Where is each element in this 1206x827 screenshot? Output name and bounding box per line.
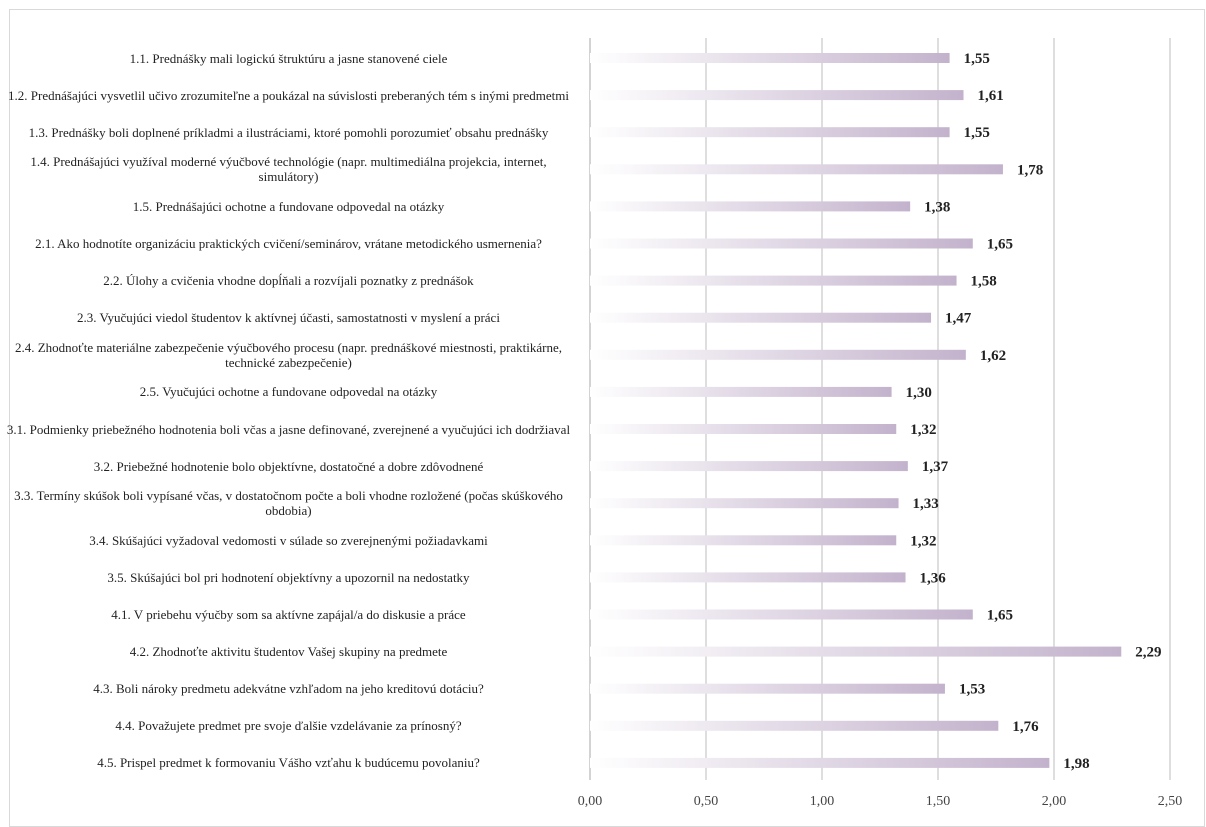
category-label: 2.1. Ako hodnotíte organizáciu praktický… [35,236,542,251]
bar [590,201,911,212]
data-label: 1,55 [964,51,990,67]
data-label: 1,61 [978,88,1004,104]
gridlines [589,38,1171,780]
x-tick-label: 0,50 [694,794,719,809]
bar [590,90,964,101]
category-label: 2.3. Vyučujúci viedol študentov k aktívn… [77,310,500,326]
category-label: 4.5. Prispel predmet k formovaniu Vášho … [97,755,480,771]
data-label: 1,37 [922,459,949,475]
bar [590,720,999,731]
data-label: 1,55 [964,125,990,141]
bar [590,53,950,63]
data-label: 2,29 [1135,645,1161,661]
bar [590,609,973,620]
bar [590,386,892,397]
x-tick-label: 0,00 [578,794,603,809]
category-label: 3.1. Podmienky priebežného hodnotenia bo… [6,421,571,437]
bar [590,461,908,472]
data-label: 1,58 [971,274,997,290]
bar [590,498,899,509]
category-label: 4.1. V priebehu výučby som sa aktívne za… [111,607,466,622]
data-label: 1,76 [1012,719,1039,735]
category-label: 3.3. Termíny skúšok boli vypísané včas, … [14,488,563,519]
category-label: 3.2. Priebežné hodnotenie bolo objektívn… [93,458,484,474]
category-label: 4.2. Zhodnoťte aktivitu študentov Vašej … [129,644,448,660]
data-label: 1,62 [980,348,1006,364]
data-label: 1,33 [913,496,939,512]
x-tick-label: 1,50 [926,794,951,809]
bar [590,127,950,138]
category-label: 2.5. Vyučujúci ochotne a fundovane odpov… [139,384,438,400]
category-label: 4.4. Považujete predmet pre svoje ďalšie… [115,718,462,734]
data-label: 1,65 [987,608,1013,624]
bar [590,535,897,546]
data-label: 1,32 [910,533,936,549]
bar [590,757,1050,768]
category-label: 2.4. Zhodnoťte materiálne zabezpečenie v… [14,339,563,370]
category-label: 1.3. Prednášky boli doplnené príkladmi a… [28,124,549,140]
category-label: 1.1. Prednášky mali logickú štruktúru a … [129,50,448,66]
data-label: 1,53 [959,682,985,698]
category-label: 1.5. Prednášajúci ochotne a fundovane od… [132,198,445,214]
bar [590,349,966,360]
bar [590,275,957,286]
x-tick-label: 2,50 [1158,794,1183,809]
data-label: 1,38 [924,199,950,215]
bar [590,572,906,583]
data-label: 1,36 [920,570,947,586]
x-axis-ticks: 0,00 0,50 1,00 1,50 2,00 2,50 [578,794,1183,809]
category-label: 4.3. Boli nároky predmetu adekvátne vzhľ… [93,681,484,697]
category-label: 1.2. Prednášajúci vysvetlil učivo zrozum… [8,87,569,103]
bar [590,238,973,249]
x-tick-label: 1,00 [810,794,835,809]
category-label: 3.4. Skúšajúci vyžadoval vedomosti v súl… [89,532,488,548]
data-label: 1,30 [906,385,932,401]
category-label: 2.2. Úlohy a cvičenia vhodne dopĺňali a … [103,273,474,289]
data-label: 1,78 [1017,162,1043,178]
data-label: 1,65 [987,237,1013,253]
bar [590,683,945,694]
value-labels: 1,55 1,61 1,55 1,78 1,38 1,65 1,58 1,47 1,62 1,30… [906,51,1162,772]
bar [590,424,897,434]
bar [590,646,1122,657]
data-label: 1,32 [910,422,936,438]
bar [590,164,1003,175]
data-label: 1,47 [945,311,972,327]
category-label: 1.4. Prednášajúci využíval moderné výučb… [30,154,547,185]
category-label: 3.5. Skúšajúci bol pri hodnotení objektí… [107,569,470,585]
bar [590,312,932,323]
bars [590,53,1122,768]
data-label: 1,98 [1063,756,1089,772]
x-tick-label: 2,00 [1042,794,1067,809]
